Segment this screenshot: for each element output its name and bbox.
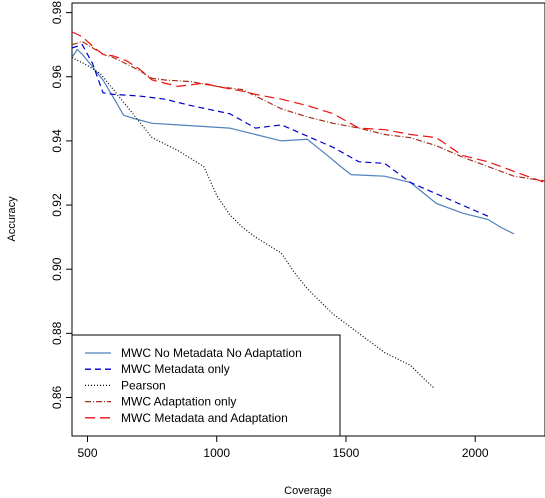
- legend-label: Pearson: [121, 378, 166, 392]
- y-tick-label: 0.96: [50, 65, 64, 89]
- series-line-4: [72, 40, 545, 182]
- x-tick-label: 1000: [203, 446, 230, 460]
- y-tick-label: 0.94: [50, 129, 64, 153]
- y-tick-label: 0.86: [50, 386, 64, 410]
- series-line-3: [72, 56, 435, 389]
- legend-box: [71, 334, 341, 437]
- legend-label: MWC Metadata only: [121, 362, 230, 376]
- y-axis-title: Accuracy: [6, 196, 18, 242]
- series-line-5: [72, 31, 545, 184]
- series-layer: [72, 31, 545, 389]
- x-tick-label: 500: [77, 446, 97, 460]
- y-tick-label: 0.92: [50, 193, 64, 217]
- y-tick-label: 0.90: [50, 257, 64, 281]
- y-tick-label: 0.88: [50, 321, 64, 345]
- series-line-2: [72, 43, 489, 217]
- axes-layer: 500 1000 1500 2000 0.86 0.88 0.90 0.92 0.94 0.96 0…: [50, 1, 489, 460]
- legend-label: MWC Adaptation only: [121, 395, 236, 409]
- y-tick-label: 0.98: [50, 1, 64, 25]
- x-axis-title: Coverage: [284, 485, 332, 497]
- x-tick-label: 1500: [333, 446, 360, 460]
- series-line-1: [72, 48, 515, 235]
- legend: MWC No Metadata No Adaptation MWC Metadat…: [71, 334, 341, 437]
- x-tick-label: 2000: [462, 446, 489, 460]
- legend-label: MWC Metadata and Adaptation: [121, 411, 288, 425]
- legend-label: MWC No Metadata No Adaptation: [121, 346, 302, 360]
